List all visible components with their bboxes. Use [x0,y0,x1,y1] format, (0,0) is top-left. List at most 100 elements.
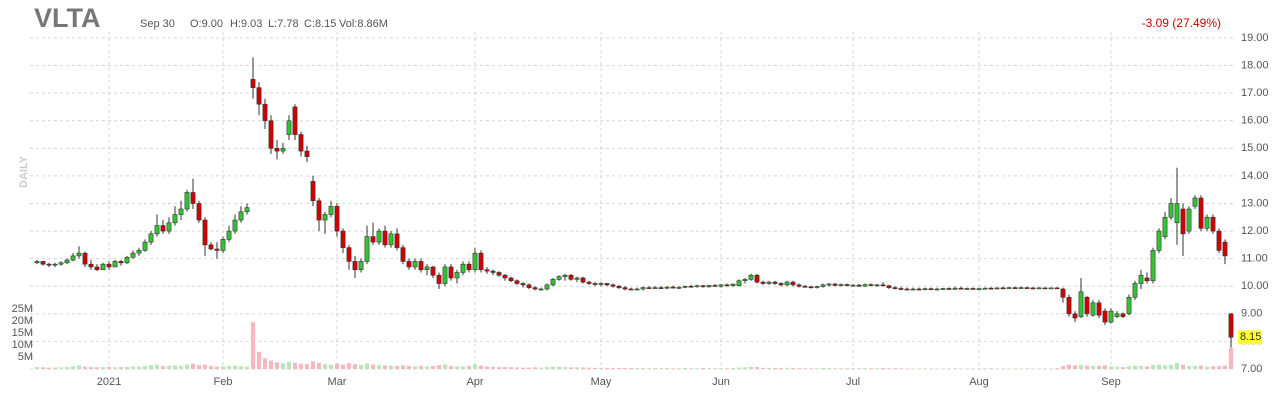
candle-body [58,262,64,265]
volume-bar [52,367,58,369]
candle-body [544,284,550,290]
candle-body [664,286,670,289]
volume-bar [760,367,766,369]
volume-bar [562,367,568,369]
volume-bar [790,368,796,369]
open-label: O:9.00 [190,18,223,30]
volume-bar [478,365,484,369]
volume-bar [724,368,730,369]
candle-body [628,288,634,291]
candle-body [496,272,502,276]
volume-bar [514,367,520,369]
volume-bar [214,366,220,369]
volume-bar [586,367,592,369]
volume-bar [46,367,52,369]
candle-body [376,230,382,243]
last-price-label: 8.15 [1240,331,1261,343]
y2-tick-label: 25M [12,303,33,315]
candle-body [82,252,88,265]
volume-bar [868,368,874,369]
candle-body [976,288,982,291]
candle-body [688,285,694,288]
volume-bar [400,365,406,369]
y-tick-label: 9.00 [1241,308,1262,320]
volume-bar [796,368,802,369]
volume-bar [406,366,412,369]
volume-label: Vol:8.86M [339,18,388,30]
candle-body [1096,302,1102,316]
candle-body [274,148,280,152]
candle-body [922,288,928,291]
candle-body [850,284,856,287]
candle-body [520,283,526,286]
candle-body [118,261,124,264]
volume-bar [472,364,478,369]
candle-body [484,269,490,272]
candle-body [64,259,70,264]
volume-bar [526,367,532,369]
candle-body [580,277,586,283]
candle-body [1066,296,1072,315]
candle-body [436,274,442,284]
candle-body [682,285,688,288]
volume-bar [1204,366,1210,369]
candle-body [808,286,814,289]
candle-body [430,266,436,276]
volume-bar [358,364,364,369]
candle-body [598,283,604,285]
candle-body [640,287,646,290]
candle-body [316,200,322,221]
candle-body [178,208,184,215]
volume-bar [1162,365,1168,369]
volume-bar [640,368,646,369]
candle-body [1018,287,1024,289]
candle-body [772,281,778,284]
candle-body [652,287,658,289]
candle-body [982,287,988,290]
volume-bar [568,367,574,369]
candle-body [1054,287,1060,290]
candle-body [172,214,178,224]
candle-body [574,277,580,280]
candle-body [1228,313,1234,338]
volume-bar [292,362,298,369]
candle-body [412,261,418,268]
x-tick-label: May [591,376,612,388]
x-tick-label: Feb [214,376,233,388]
volume-bar [814,368,820,369]
volume-bar [124,366,130,369]
candle-body [538,288,544,291]
volume-bar [1156,364,1162,369]
volume-bar [262,358,268,369]
candle-body [694,285,700,288]
candle-body [460,263,466,273]
volume-bar [244,366,250,369]
candle-body [286,120,292,135]
candle-body [964,288,970,290]
candle-body [148,233,154,243]
candle-body [424,266,430,271]
candle-body [886,285,892,288]
x-tick-label: Apr [466,376,483,388]
candle-body [616,285,622,288]
volume-bar [304,364,310,369]
candle-body [592,283,598,285]
volume-bar [436,365,442,369]
candle-body [106,263,112,268]
candle-body [1132,283,1138,298]
candle-body [268,120,274,149]
candle-body [814,286,820,288]
volume-bar [706,368,712,369]
candle-body [856,284,862,287]
candle-body [760,281,766,284]
volume-bar [256,351,262,369]
volume-bar [100,367,106,369]
candle-body [928,288,934,291]
volume-bar [280,363,286,369]
y-tick-label: 18.00 [1241,59,1269,71]
volume-bar [646,368,652,369]
candle-body [844,284,850,286]
candle-body [166,222,172,232]
candle-body [298,134,304,152]
